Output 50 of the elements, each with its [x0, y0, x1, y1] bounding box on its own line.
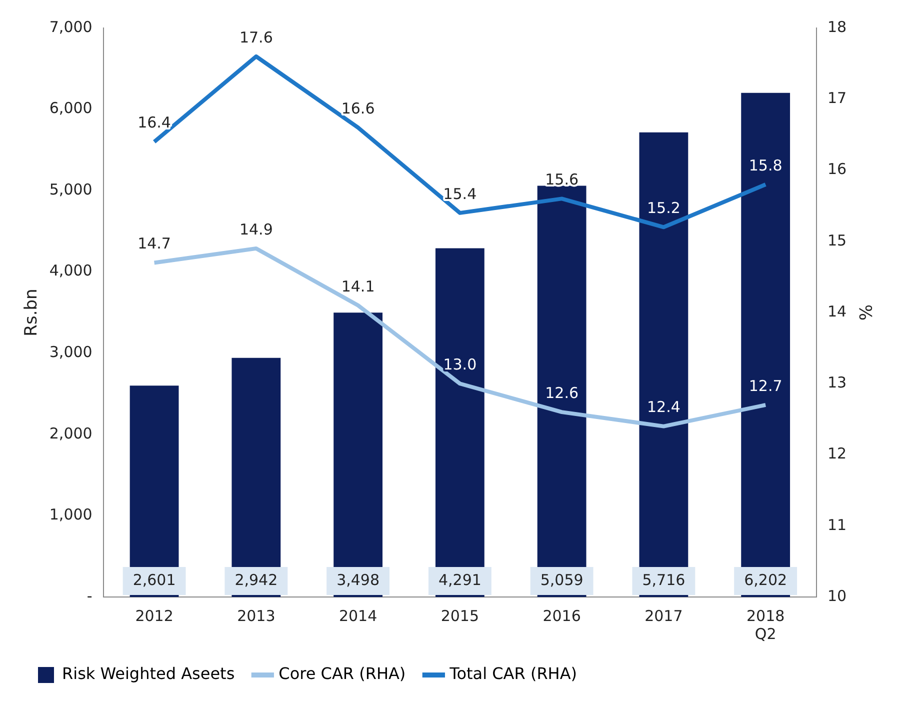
y2-tick-label: 16: [828, 160, 847, 178]
x-tick-label: 2014: [338, 606, 378, 625]
y-tick-label: 4,000: [49, 262, 92, 280]
data-label: 17.6: [239, 28, 273, 46]
data-label: 15.2: [646, 199, 680, 218]
legend-label: Risk Weighted Aseets: [62, 664, 235, 684]
x-tick-label: 2018 Q2: [746, 606, 785, 643]
data-label: 12.4: [646, 398, 680, 416]
data-label: 2,601: [132, 570, 176, 589]
x-tick-label: 2015: [440, 606, 480, 625]
legend-label: Total CAR (RHA): [448, 664, 578, 684]
y2-tick-label: 10: [828, 586, 847, 605]
y-tick-label: 7,000: [49, 18, 92, 36]
data-label: 14.7: [138, 234, 171, 253]
y2-tick-label: 15: [828, 231, 847, 250]
x-tick-label: 2017: [644, 606, 683, 625]
y2-tick-label: 12: [828, 444, 847, 463]
data-label: 14.9: [239, 220, 273, 238]
data-label: 6,202: [744, 570, 788, 589]
data-label: 16.6: [341, 99, 375, 118]
y-tick-label: 5,000: [49, 180, 92, 198]
y2-axis-title: %: [854, 304, 874, 321]
data-label: 5,716: [642, 570, 686, 589]
legend-label: Core CAR (RHA): [278, 664, 406, 684]
data-label: 14.1: [341, 277, 375, 296]
y2-tick-label: 18: [828, 18, 847, 36]
x-tick-label: 2016: [542, 606, 581, 625]
y2-tick-label: 14: [828, 302, 847, 320]
y-tick-label: -: [86, 586, 92, 605]
data-label: 12.7: [748, 376, 782, 395]
y-tick-label: 1,000: [49, 506, 92, 524]
data-label: 15.6: [545, 170, 579, 189]
data-label: 15.4: [443, 184, 477, 203]
y2-tick-label: 13: [828, 374, 847, 392]
data-label: 5,059: [540, 570, 584, 589]
data-label: 12.6: [545, 384, 579, 402]
y-tick-label: 2,000: [49, 424, 92, 442]
data-label: 13.0: [443, 356, 477, 374]
x-tick-label: 2012: [135, 606, 174, 625]
data-label: 2,942: [234, 570, 278, 589]
x-tick-label: 2013: [237, 606, 276, 625]
y2-tick-label: 17: [828, 89, 847, 108]
y-tick-label: 3,000: [49, 343, 92, 362]
data-label: 4,291: [438, 570, 482, 589]
data-label: 16.4: [138, 114, 171, 132]
data-label: 3,498: [336, 570, 380, 589]
y-tick-label: 6,000: [49, 99, 92, 118]
y2-tick-label: 11: [828, 516, 847, 534]
y-axis-title: Rs.bn: [22, 288, 42, 336]
data-label: 15.8: [748, 156, 782, 174]
